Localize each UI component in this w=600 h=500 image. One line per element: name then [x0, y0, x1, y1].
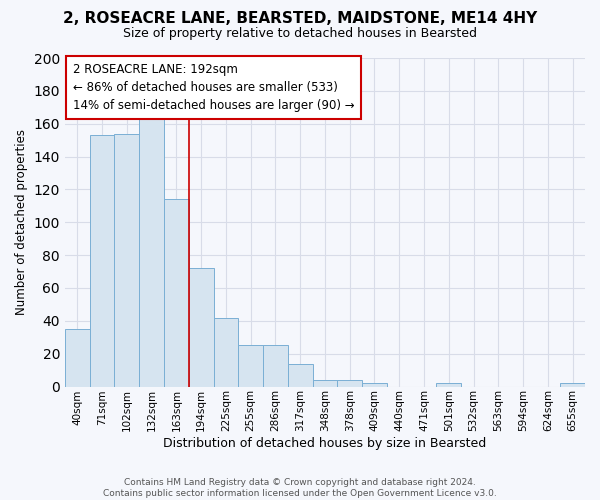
- Bar: [214, 318, 238, 386]
- Bar: [65, 329, 89, 386]
- Bar: [263, 346, 288, 387]
- Bar: [89, 135, 115, 386]
- Bar: [115, 134, 139, 386]
- Y-axis label: Number of detached properties: Number of detached properties: [15, 130, 28, 316]
- Text: 2, ROSEACRE LANE, BEARSTED, MAIDSTONE, ME14 4HY: 2, ROSEACRE LANE, BEARSTED, MAIDSTONE, M…: [63, 11, 537, 26]
- Bar: [164, 200, 189, 386]
- Bar: [139, 119, 164, 386]
- Bar: [189, 268, 214, 386]
- Text: Size of property relative to detached houses in Bearsted: Size of property relative to detached ho…: [123, 28, 477, 40]
- Text: 2 ROSEACRE LANE: 192sqm
← 86% of detached houses are smaller (533)
14% of semi-d: 2 ROSEACRE LANE: 192sqm ← 86% of detache…: [73, 63, 355, 112]
- Bar: [560, 384, 585, 386]
- Bar: [337, 380, 362, 386]
- Bar: [362, 384, 387, 386]
- Text: Contains HM Land Registry data © Crown copyright and database right 2024.
Contai: Contains HM Land Registry data © Crown c…: [103, 478, 497, 498]
- Bar: [313, 380, 337, 386]
- Bar: [288, 364, 313, 386]
- Bar: [238, 346, 263, 387]
- Bar: [436, 384, 461, 386]
- X-axis label: Distribution of detached houses by size in Bearsted: Distribution of detached houses by size …: [163, 437, 487, 450]
